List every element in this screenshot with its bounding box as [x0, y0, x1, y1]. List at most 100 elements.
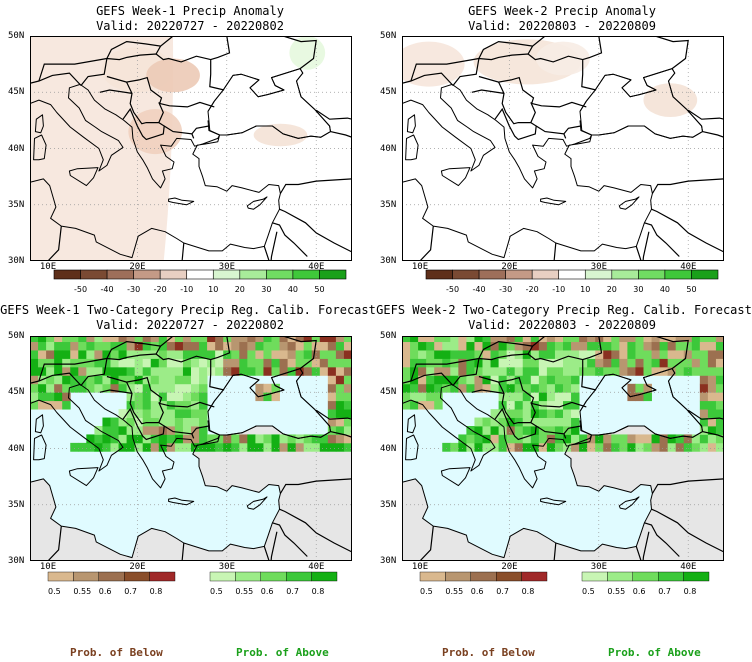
- colorbar-tick: 0.8: [150, 587, 163, 596]
- colorbar-tick: -50: [74, 285, 87, 294]
- colorbar-tick: 0.8: [312, 587, 325, 596]
- below-colorbar-week2: 0.5 0.55 0.6 0.7 0.8: [419, 571, 548, 596]
- lat-label: 45N: [8, 387, 25, 398]
- above-colorbar-week1: 0.5 0.55 0.6 0.7 0.8: [209, 571, 338, 596]
- lon-label: 30E: [218, 562, 236, 572]
- colorbar-swatch: [186, 269, 214, 280]
- colorbar-swatch: [419, 571, 446, 582]
- above-colorbar-week2: 0.5 0.55 0.6 0.7 0.8: [581, 571, 710, 596]
- colorbar-swatch: [445, 571, 471, 582]
- colorbar-tick: 40: [660, 285, 670, 294]
- lon-label: 20E: [129, 562, 146, 572]
- colorbar-tick: -10: [552, 285, 565, 294]
- colorbar-swatch: [558, 269, 586, 280]
- lat-label: 40N: [8, 143, 25, 154]
- colorbar-swatch: [470, 571, 497, 582]
- lon-label: 30E: [218, 262, 236, 272]
- lat-label: 50N: [8, 31, 25, 41]
- lat-label: 40N: [380, 443, 397, 454]
- lon-label: 20E: [129, 262, 146, 272]
- colorbar-swatch: [638, 269, 666, 280]
- colorbar-swatch: [495, 571, 522, 582]
- lon-label: 10E: [411, 262, 429, 272]
- colorbar-swatch: [584, 269, 613, 280]
- panel-4-valid: Valid: 20220803 - 20220809: [468, 318, 656, 332]
- lon-label: 40E: [308, 562, 325, 572]
- colorbar-tick: 30: [261, 285, 271, 294]
- colorbar-swatch: [149, 571, 176, 582]
- colorbar-swatch: [311, 571, 338, 582]
- probability-map-week2: [402, 336, 724, 561]
- colorbar-swatch: [285, 571, 312, 582]
- colorbar-tick: -50: [446, 285, 459, 294]
- colorbar-tick: -20: [154, 285, 167, 294]
- colorbar-swatch: [505, 269, 533, 280]
- colorbar-swatch: [123, 571, 150, 582]
- colorbar-tick: 0.5: [420, 587, 433, 596]
- lon-label: 20E: [501, 562, 518, 572]
- colorbar-swatch: [657, 571, 684, 582]
- panel-1-title: GEFS Week-1 Precip Anomaly: [96, 4, 284, 18]
- lat-label: 30N: [8, 556, 25, 566]
- lon-label: 10E: [39, 262, 57, 272]
- lat-label: 40N: [8, 443, 25, 454]
- colorbar-tick: 0.7: [286, 587, 299, 596]
- panel-3-valid: Valid: 20220727 - 20220802: [96, 318, 284, 332]
- colorbar-swatch: [239, 269, 267, 280]
- colorbar-tick: 20: [235, 285, 245, 294]
- colorbar-tick: 0.6: [99, 587, 112, 596]
- lat-label: 35N: [8, 499, 25, 510]
- lat-label: 35N: [8, 199, 25, 210]
- lon-label: 20E: [501, 262, 518, 272]
- colorbar-swatch: [133, 269, 161, 280]
- colorbar-swatch: [581, 571, 608, 582]
- lon-label: 30E: [590, 262, 608, 272]
- lat-label: 30N: [380, 256, 397, 266]
- colorbar-tick: 0.6: [633, 587, 646, 596]
- colorbar-tick: 0.8: [522, 587, 535, 596]
- colorbar-tick: 0.5: [48, 587, 61, 596]
- colorbar-swatch: [478, 269, 506, 280]
- colorbar-swatch: [521, 571, 548, 582]
- colorbar-swatch: [73, 571, 99, 582]
- lat-label: 40N: [380, 143, 397, 154]
- lon-label: 40E: [680, 562, 697, 572]
- lat-label: 45N: [380, 387, 397, 398]
- colorbar-swatch: [425, 269, 453, 280]
- panel-2-valid: Valid: 20220803 - 20220809: [468, 19, 656, 33]
- colorbar-tick: 40: [288, 285, 298, 294]
- colorbar-swatch: [209, 571, 236, 582]
- colorbar-tick: 0.5: [582, 587, 595, 596]
- colorbar-tick: 0.55: [607, 587, 625, 596]
- panel-2-title: GEFS Week-2 Precip Anomaly: [468, 4, 656, 18]
- colorbar-swatch: [664, 269, 692, 280]
- legend-below-week1: Prob. of Below: [70, 646, 163, 659]
- colorbar-tick: -30: [499, 285, 512, 294]
- legend-below-week2: Prob. of Below: [442, 646, 535, 659]
- colorbar-swatch: [531, 269, 560, 280]
- colorbar-tick: 0.55: [235, 587, 253, 596]
- anomaly-map-week1: [30, 36, 352, 261]
- colorbar-tick: -10: [180, 285, 193, 294]
- lat-label: 35N: [380, 199, 397, 210]
- probability-map-week1: [30, 336, 352, 561]
- panel-1-valid: Valid: 20220727 - 20220802: [96, 19, 284, 33]
- colorbar-tick: -40: [101, 285, 114, 294]
- colorbar-swatch: [691, 269, 719, 280]
- lat-label: 35N: [380, 499, 397, 510]
- colorbar-swatch: [319, 269, 347, 280]
- lat-label: 50N: [380, 331, 397, 341]
- colorbar-swatch: [53, 269, 81, 280]
- colorbar-tick: 20: [607, 285, 617, 294]
- colorbar-tick: 10: [580, 285, 590, 294]
- colorbar-tick: 0.55: [445, 587, 463, 596]
- colorbar-tick: -20: [526, 285, 539, 294]
- colorbar-swatch: [212, 269, 241, 280]
- colorbar-tick: 50: [686, 285, 696, 294]
- below-colorbar-week1: 0.5 0.55 0.6 0.7 0.8: [47, 571, 176, 596]
- colorbar-swatch: [683, 571, 710, 582]
- colorbar-tick: 0.8: [684, 587, 697, 596]
- colorbar-swatch: [266, 269, 294, 280]
- colorbar-swatch: [159, 269, 188, 280]
- colorbar-swatch: [235, 571, 261, 582]
